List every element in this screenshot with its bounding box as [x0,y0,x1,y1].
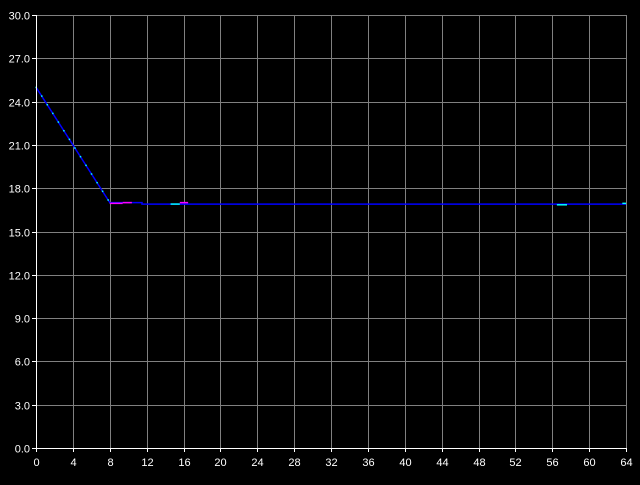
y-tick-label: 12.0 [9,271,30,283]
series-marker [107,199,109,201]
y-tick-label: 15.0 [9,228,30,240]
x-tick-label: 24 [251,457,263,469]
x-tick-label: 8 [107,457,113,469]
series-marker [63,129,65,132]
series-marker [41,95,43,97]
series-marker [79,155,82,158]
y-tick-label: 24.0 [9,98,30,110]
x-tick-label: 52 [509,457,521,469]
y-tick-label: 3.0 [15,401,30,413]
y-tick-label: 30.0 [9,11,30,23]
x-tick-label: 40 [399,457,411,469]
series-lines [35,86,626,206]
series-marker [52,112,54,115]
series-marker [68,138,71,141]
axes [32,15,627,452]
x-tick-label: 48 [473,457,485,469]
x-tick-label: 12 [141,457,153,469]
y-tick-label: 18.0 [9,184,30,196]
x-tick-labels: 0 4 8 12 16 20 24 28 32 36 40 44 48 52 56 60 64 [33,457,632,469]
series-marker [101,190,104,193]
grid [36,15,627,448]
y-tick-label: 6.0 [15,357,30,369]
x-tick-label: 0 [33,457,39,469]
x-tick-label: 28 [288,457,300,469]
x-tick-label: 32 [325,457,337,469]
x-tick-label: 36 [362,457,374,469]
series-marker [46,103,49,106]
y-tick-label: 21.0 [9,141,30,153]
x-tick-label: 44 [436,457,448,469]
y-tick-label: 0.0 [15,444,30,456]
y-tick-labels: 0.0 3.0 6.0 9.0 12.0 15.0 18.0 21.0 24.0 27.0 30.0 [9,11,30,456]
series-marker [57,121,60,123]
x-tick-label: 16 [178,457,190,469]
series-line [35,86,626,205]
y-tick-label: 9.0 [15,314,30,326]
series-marker [85,164,87,167]
x-tick-label: 56 [546,457,558,469]
series-marker [96,181,98,184]
x-tick-label: 4 [70,457,76,469]
x-tick-label: 60 [583,457,595,469]
x-tick-label: 20 [214,457,226,469]
series-marker [74,147,76,149]
x-tick-label: 64 [620,457,632,469]
y-tick-label: 27.0 [9,54,30,66]
series-marker [90,173,93,175]
